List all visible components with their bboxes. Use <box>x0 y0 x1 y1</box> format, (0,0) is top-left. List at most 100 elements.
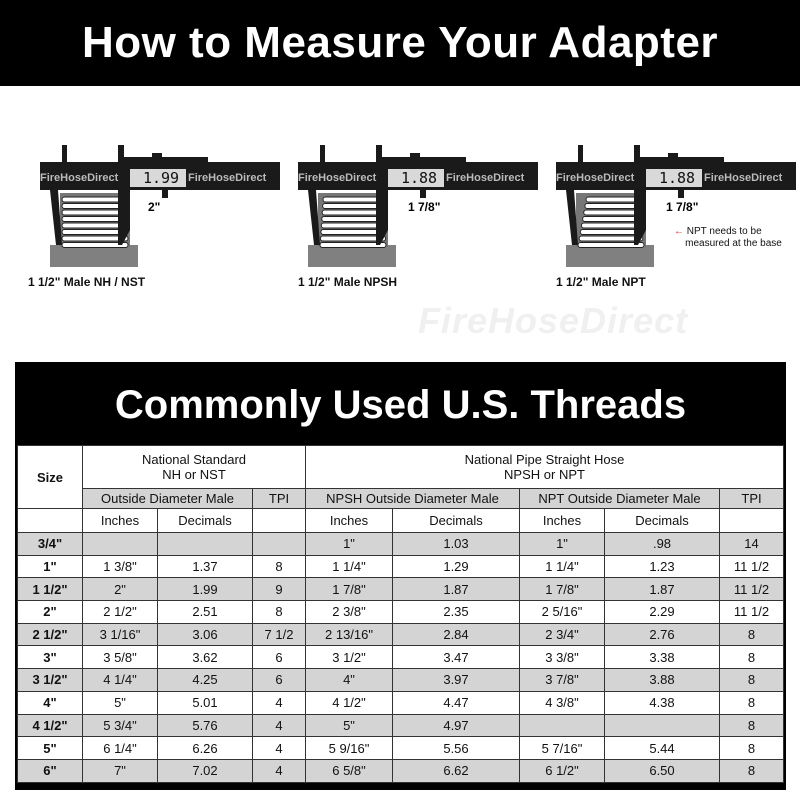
table-cell: 2 3/8" <box>305 600 393 624</box>
table-row: 6" 7" 7.02 4 6 5/8" 6.62 6 1/2" 6.50 8 <box>17 758 784 783</box>
table-cell: 4 1/2" <box>305 690 393 715</box>
caliper-icon <box>40 145 280 267</box>
table-cell: 5.56 <box>392 736 520 760</box>
table-cell: 8 <box>719 713 784 738</box>
threads-table: Size National Standard NH or NST National… <box>17 445 784 783</box>
table-cell: 2 3/4" <box>519 622 605 647</box>
table-cell: 4" <box>305 668 393 692</box>
size-cell: 4 1/2" <box>17 713 83 738</box>
table-cell: 5 9/16" <box>305 736 393 760</box>
size-cell: 4" <box>17 690 83 715</box>
table-row: 3/4" 1" 1.03 1" .98 14 <box>17 532 784 556</box>
caliper-icon <box>556 145 796 267</box>
table-cell: 5.44 <box>604 736 720 760</box>
table-row: 3 1/2" 4 1/4" 4.25 6 4" 3.97 3 7/8" 3.88 8 <box>17 668 784 692</box>
table-cell: 4.38 <box>604 690 720 715</box>
table-cell: 8 <box>719 758 784 783</box>
table-cell: 2.35 <box>392 600 520 624</box>
table-cell <box>519 713 605 738</box>
table-cell: 6.50 <box>604 758 720 783</box>
size-cell: 3 1/2" <box>17 668 83 692</box>
table-row: 5" 6 1/4" 6.26 4 5 9/16" 5.56 5 7/16" 5.44 8 <box>17 736 784 760</box>
table-cell: 3 1/2" <box>305 645 393 670</box>
watermark-logo: FireHoseDirect <box>418 300 689 341</box>
caliper-reading: 1.99 <box>142 169 180 187</box>
brand-text: FireHoseDirect <box>298 172 377 184</box>
table-cell: 2 5/16" <box>519 600 605 624</box>
table-cell: 7" <box>82 758 158 783</box>
empty-cell <box>17 508 83 533</box>
table-cell: 5" <box>305 713 393 738</box>
table-cell: 3.38 <box>604 645 720 670</box>
table-cell: 7 1/2 <box>252 622 306 647</box>
table-cell: 1 3/8" <box>82 554 158 579</box>
table-cell: 8 <box>719 622 784 647</box>
table-cell: 1 7/8" <box>305 577 393 602</box>
table-row: 4" 5" 5.01 4 4 1/2" 4.47 4 3/8" 4.38 8 <box>17 690 784 715</box>
table-cell: 2.29 <box>604 600 720 624</box>
table-cell: 3 7/8" <box>519 668 605 692</box>
group-header-npsh: National Pipe Straight Hose NPSH or NPT <box>305 445 784 489</box>
table-row: 2" 2 1/2" 2.51 8 2 3/8" 2.35 2 5/16" 2.29 11 1/2 <box>17 600 784 624</box>
table-row: 4 1/2" 5 3/4" 5.76 4 5" 4.97 8 <box>17 713 784 738</box>
table-cell: 4 <box>252 736 306 760</box>
unit-header: Decimals <box>157 508 253 533</box>
measurement-label: 1 7/8" <box>666 200 699 214</box>
brand-text: FireHoseDirect <box>446 172 525 184</box>
table-cell: 5.76 <box>157 713 253 738</box>
caliper-diagram: FireHoseDirect FireHoseDirect 1.88 1 7/8… <box>298 135 558 289</box>
table-cell: 4 <box>252 758 306 783</box>
size-cell: 1 1/2" <box>17 577 83 602</box>
subheader: Outside Diameter Male <box>82 488 253 509</box>
adapter-label: 1 1/2" Male NPT <box>556 275 646 289</box>
table-row: 3" 3 5/8" 3.62 6 3 1/2" 3.47 3 3/8" 3.38 8 <box>17 645 784 670</box>
table-cell: 3.62 <box>157 645 253 670</box>
table-cell: 6 1/2" <box>519 758 605 783</box>
table-cell: 4.47 <box>392 690 520 715</box>
table-cell: 8 <box>719 690 784 715</box>
size-header: Size <box>17 445 83 509</box>
caliper-diagram: FireHoseDirect FireHoseDirect 1.88 1 7/8… <box>556 135 800 289</box>
table-cell: 8 <box>719 668 784 692</box>
brand-text: FireHoseDirect <box>188 172 267 184</box>
table-cell: 8 <box>719 736 784 760</box>
table-cell: 6 <box>252 668 306 692</box>
unit-header: Decimals <box>604 508 720 533</box>
arrow-left-icon: ← <box>674 226 684 237</box>
table-cell: 3.97 <box>392 668 520 692</box>
size-cell: 6" <box>17 758 83 783</box>
unit-header: Inches <box>519 508 605 533</box>
table-cell: 1 7/8" <box>519 577 605 602</box>
table-cell: 3.88 <box>604 668 720 692</box>
table-cell: 11 1/2 <box>719 554 784 579</box>
table-cell: 2" <box>82 577 158 602</box>
size-cell: 2 1/2" <box>17 622 83 647</box>
table-cell: 4 <box>252 690 306 715</box>
table-cell: 3 3/8" <box>519 645 605 670</box>
table-cell: 2.76 <box>604 622 720 647</box>
subheader: TPI <box>719 488 784 509</box>
empty-cell <box>719 508 784 533</box>
size-cell: 3" <box>17 645 83 670</box>
table-cell <box>82 532 158 556</box>
table-cell: 9 <box>252 577 306 602</box>
table-cell: 3 1/16" <box>82 622 158 647</box>
adapter-label: 1 1/2" Male NH / NST <box>28 275 146 289</box>
caliper-icon <box>298 145 538 267</box>
caliper-diagram: FireHoseDirect FireHoseDirect 1.99 2" 1 … <box>28 135 300 289</box>
table-cell: .98 <box>604 532 720 556</box>
unit-header: Inches <box>82 508 158 533</box>
table-cell: 2.51 <box>157 600 253 624</box>
table-cell: 5 7/16" <box>519 736 605 760</box>
table-cell: 1.23 <box>604 554 720 579</box>
table-cell <box>252 532 306 556</box>
threads-table-panel: Commonly Used U.S. Threads Size National… <box>15 362 786 790</box>
table-cell: 4.97 <box>392 713 520 738</box>
table-cell: 3.06 <box>157 622 253 647</box>
table-cell: 8 <box>719 645 784 670</box>
table-cell: 4 3/8" <box>519 690 605 715</box>
table-cell: 1 1/4" <box>519 554 605 579</box>
table-cell: 6 <box>252 645 306 670</box>
table-cell: 6.26 <box>157 736 253 760</box>
subheader: NPSH Outside Diameter Male <box>305 488 520 509</box>
